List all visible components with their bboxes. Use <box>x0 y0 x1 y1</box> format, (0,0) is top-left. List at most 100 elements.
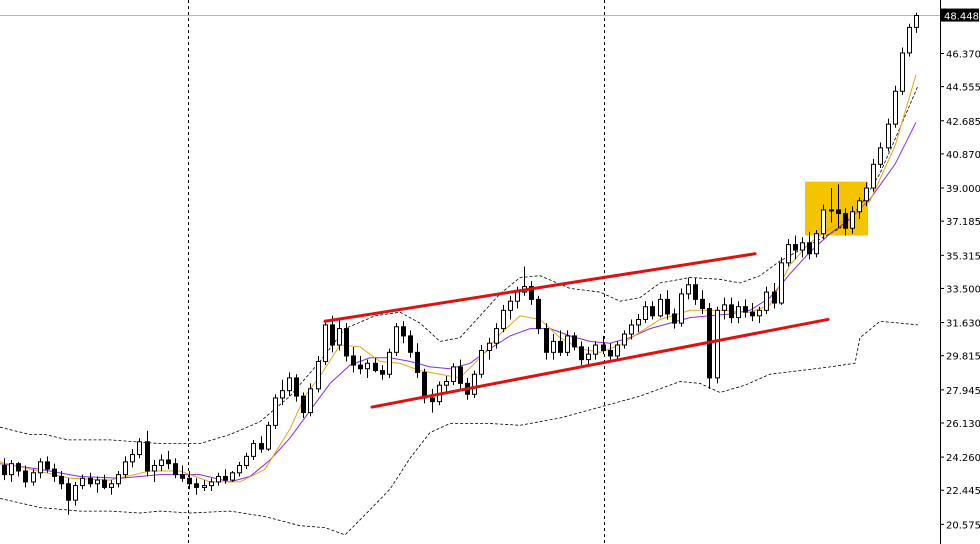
candle[interactable] <box>137 438 142 459</box>
candle[interactable] <box>109 480 114 495</box>
candle[interactable] <box>88 472 93 488</box>
candle[interactable] <box>679 288 684 327</box>
candle[interactable] <box>23 465 28 488</box>
candle[interactable] <box>857 197 862 220</box>
candle[interactable] <box>750 303 755 322</box>
candle[interactable] <box>323 319 328 366</box>
candle[interactable] <box>658 293 663 318</box>
candle[interactable] <box>244 452 249 470</box>
candle[interactable] <box>793 235 798 260</box>
candle[interactable] <box>650 301 655 320</box>
candle[interactable] <box>180 465 185 482</box>
candle[interactable] <box>80 474 85 490</box>
candle[interactable] <box>394 323 399 356</box>
candle[interactable] <box>807 231 812 260</box>
candles-layer[interactable] <box>2 12 919 515</box>
candle[interactable] <box>45 456 50 473</box>
candle[interactable] <box>900 47 905 95</box>
candle[interactable] <box>800 237 805 258</box>
candle[interactable] <box>864 182 869 207</box>
candle[interactable] <box>187 470 192 490</box>
candle[interactable] <box>472 370 477 398</box>
candle[interactable] <box>66 478 71 515</box>
candle[interactable] <box>736 301 741 324</box>
candle[interactable] <box>123 456 128 479</box>
candle[interactable] <box>130 449 135 468</box>
candle[interactable] <box>194 478 199 495</box>
candle[interactable] <box>209 478 214 492</box>
candle[interactable] <box>9 460 14 482</box>
candle[interactable] <box>59 470 64 490</box>
candle[interactable] <box>430 388 435 413</box>
candle[interactable] <box>615 341 620 360</box>
candle[interactable] <box>843 208 848 236</box>
candle[interactable] <box>116 470 121 488</box>
candle[interactable] <box>494 323 499 349</box>
candle[interactable] <box>173 458 178 479</box>
candle[interactable] <box>451 363 456 386</box>
candle[interactable] <box>2 458 7 481</box>
candle[interactable] <box>294 374 299 402</box>
candle[interactable] <box>907 23 912 57</box>
candle[interactable] <box>344 323 349 362</box>
candle[interactable] <box>401 321 406 344</box>
candle[interactable] <box>643 301 648 324</box>
candle[interactable] <box>551 334 556 360</box>
candle[interactable] <box>593 341 598 360</box>
candle[interactable] <box>743 299 748 318</box>
candle[interactable] <box>586 346 591 367</box>
candle[interactable] <box>287 372 292 397</box>
candle[interactable] <box>415 343 420 378</box>
candle[interactable] <box>529 281 534 305</box>
candle[interactable] <box>38 458 43 479</box>
candle[interactable] <box>273 394 278 429</box>
candle[interactable] <box>558 330 563 356</box>
candle[interactable] <box>408 330 413 358</box>
candle[interactable] <box>458 359 463 389</box>
candle[interactable] <box>601 335 606 355</box>
candle[interactable] <box>373 357 378 373</box>
candle[interactable] <box>73 481 78 506</box>
candle[interactable] <box>251 439 256 461</box>
candle[interactable] <box>145 430 150 477</box>
candle[interactable] <box>202 480 207 492</box>
candle[interactable] <box>280 379 285 406</box>
candle[interactable] <box>266 421 271 451</box>
candle[interactable] <box>230 470 235 482</box>
candle[interactable] <box>914 12 919 33</box>
candle[interactable] <box>579 341 584 366</box>
candle[interactable] <box>358 355 363 375</box>
candle[interactable] <box>814 230 819 258</box>
candle[interactable] <box>821 204 826 240</box>
candle[interactable] <box>337 319 342 351</box>
candle[interactable] <box>544 323 549 360</box>
candle[interactable] <box>479 345 484 378</box>
candle[interactable] <box>772 282 777 309</box>
candle[interactable] <box>159 454 164 471</box>
candle[interactable] <box>829 188 834 223</box>
candle[interactable] <box>665 290 670 320</box>
candle[interactable] <box>722 297 727 320</box>
candle[interactable] <box>707 303 712 389</box>
candle[interactable] <box>629 319 634 340</box>
candle[interactable] <box>237 461 242 477</box>
candle[interactable] <box>886 118 891 152</box>
candle[interactable] <box>223 469 228 484</box>
candle[interactable] <box>729 297 734 324</box>
candle[interactable] <box>216 472 221 486</box>
candle[interactable] <box>693 277 698 305</box>
candle[interactable] <box>700 290 705 314</box>
candle[interactable] <box>672 308 677 329</box>
candle[interactable] <box>572 332 577 351</box>
candle[interactable] <box>565 330 570 356</box>
candle[interactable] <box>52 463 57 482</box>
candle[interactable] <box>536 295 541 335</box>
candle[interactable] <box>764 286 769 314</box>
candle[interactable] <box>501 304 506 333</box>
candle[interactable] <box>757 306 762 324</box>
candle[interactable] <box>779 257 784 305</box>
candle[interactable] <box>444 376 449 393</box>
candle[interactable] <box>893 85 898 128</box>
candle[interactable] <box>166 450 171 470</box>
